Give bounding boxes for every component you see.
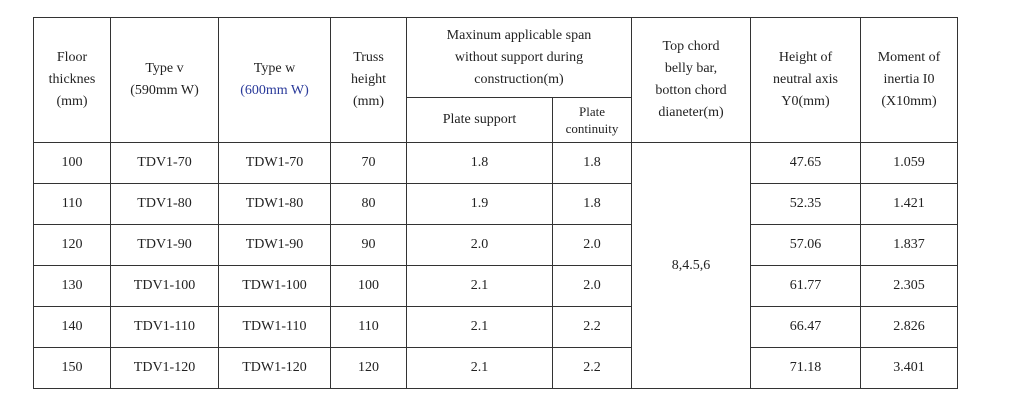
- data-cell: 120: [33, 224, 111, 266]
- header-cell: Top chord belly bar, botton chord dianeter(…: [631, 17, 751, 143]
- text-line: Height of: [778, 50, 833, 65]
- text-line: thicknes: [48, 72, 96, 87]
- header-row: Plate support Plate continuity: [34, 97, 958, 143]
- data-cell: 2.305: [860, 265, 958, 307]
- header-cell: Moment of inertia I0 (X10mm): [860, 17, 958, 143]
- data-cell: 100: [330, 265, 407, 307]
- data-cell: 2.2: [552, 306, 632, 348]
- data-cell: 2.0: [552, 224, 632, 266]
- data-cell: 61.77: [750, 265, 861, 307]
- data-cell: 2.1: [406, 306, 553, 348]
- data-cell: TDV1-120: [110, 347, 219, 389]
- text-line: Type w: [253, 61, 296, 76]
- data-cell: 57.06: [750, 224, 861, 266]
- data-row: 120 TDV1-90 TDW1-90 90 2.0 2.0 57.06 1.837: [33, 224, 958, 266]
- data-cell: TDW1-100: [218, 265, 331, 307]
- header-cell: Truss height (mm): [330, 17, 407, 143]
- data-row: 100 TDV1-70 TDW1-70 70 1.8 1.8 8,4.5,6 47.65 1.0…: [33, 142, 958, 389]
- header-cell: Type w (600mm W): [218, 17, 331, 143]
- data-cell: 2.0: [406, 224, 553, 266]
- header-cell: Maxinum applicable span without support d…: [406, 17, 632, 98]
- data-cell: TDW1-120: [218, 347, 331, 389]
- data-row: 130 TDV1-100 TDW1-100 100 2.1 2.0 61.77 2.305: [33, 265, 958, 307]
- header-cell: Type v (590mm W): [110, 17, 219, 143]
- text-line: (600mm W): [240, 83, 309, 98]
- data-cell: TDV1-110: [110, 306, 219, 348]
- data-cell: 80: [330, 183, 407, 225]
- merged-cell: 8,4.5,6: [631, 142, 751, 389]
- data-cell: 2.2: [552, 347, 632, 389]
- data-cell: TDV1-100: [110, 265, 219, 307]
- data-cell: TDW1-90: [218, 224, 331, 266]
- text-line: dianeter(m): [658, 105, 724, 120]
- data-cell: 2.826: [860, 306, 958, 348]
- header-cell: Height of neutral axis Y0(mm): [750, 17, 861, 143]
- data-cell: 120: [330, 347, 407, 389]
- data-cell: 1.8: [406, 142, 553, 184]
- data-cell: 1.421: [860, 183, 958, 225]
- data-cell: 1.059: [860, 142, 958, 184]
- data-cell: 150: [33, 347, 111, 389]
- text-line: height: [351, 72, 386, 87]
- data-cell: TDV1-80: [110, 183, 219, 225]
- text-line: Type v: [145, 61, 184, 76]
- text-line: (590mm W): [130, 83, 199, 98]
- data-cell: 1.8: [552, 183, 632, 225]
- text-line: Maxinum applicable span: [446, 27, 592, 43]
- header-row: Floor thicknes (mm) Type v (590mm W) Type w (6…: [33, 17, 958, 143]
- text-line: Plate support: [442, 112, 517, 127]
- data-cell: 3.401: [860, 347, 958, 389]
- data-cell: 110: [33, 183, 111, 225]
- data-cell: 2.0: [552, 265, 632, 307]
- text-line: (X10mm): [881, 94, 937, 109]
- data-cell: 90: [330, 224, 407, 266]
- data-cell: 47.65: [750, 142, 861, 184]
- data-cell: TDV1-70: [110, 142, 219, 184]
- header-cell: Floor thicknes (mm): [33, 17, 111, 143]
- text-line: continuity: [565, 121, 619, 136]
- text-line: Plate: [579, 104, 605, 119]
- text-line: Floor: [56, 50, 88, 65]
- text-line: without support during: [454, 49, 584, 65]
- text-line: belly bar,: [664, 61, 718, 76]
- data-cell: TDW1-80: [218, 183, 331, 225]
- data-cell: 130: [33, 265, 111, 307]
- data-cell: 71.18: [750, 347, 861, 389]
- data-cell: 1.8: [552, 142, 632, 184]
- text-line: inertia I0: [883, 72, 935, 87]
- data-cell: 1.9: [406, 183, 553, 225]
- spec-table: Floor thicknes (mm) Type v (590mm W) Type w (6…: [33, 17, 958, 389]
- text-line: neutral axis: [773, 72, 838, 87]
- data-cell: 140: [33, 306, 111, 348]
- data-cell: 100: [33, 142, 111, 184]
- data-cell: 2.1: [406, 265, 553, 307]
- data-row: 150 TDV1-120 TDW1-120 120 2.1 2.2 71.18 3.401: [33, 347, 958, 389]
- data-cell: 1.837: [860, 224, 958, 266]
- text-line: Top chord: [662, 39, 720, 54]
- text-line: Truss: [353, 50, 384, 65]
- text-line: Moment of: [877, 50, 941, 65]
- data-cell: TDW1-70: [218, 142, 331, 184]
- text-line: Y0(mm): [781, 94, 830, 109]
- data-cell: TDV1-90: [110, 224, 219, 266]
- data-cell: 110: [330, 306, 407, 348]
- text-line: botton chord: [655, 83, 727, 98]
- data-cell: 2.1: [406, 347, 553, 389]
- header-cell: Plate support: [406, 97, 553, 143]
- text-line: (mm): [352, 94, 385, 109]
- data-cell: 52.35: [750, 183, 861, 225]
- data-cell: 70: [330, 142, 407, 184]
- data-cell: TDW1-110: [218, 306, 331, 348]
- text-line: (mm): [56, 94, 88, 109]
- data-row: 140 TDV1-110 TDW1-110 110 2.1 2.2 66.47 2.826: [33, 306, 958, 348]
- text-line: construction(m): [474, 71, 564, 87]
- data-cell: 66.47: [750, 306, 861, 348]
- header-cell: Plate continuity: [552, 97, 632, 143]
- data-row: 110 TDV1-80 TDW1-80 80 1.9 1.8 52.35 1.421: [33, 183, 958, 225]
